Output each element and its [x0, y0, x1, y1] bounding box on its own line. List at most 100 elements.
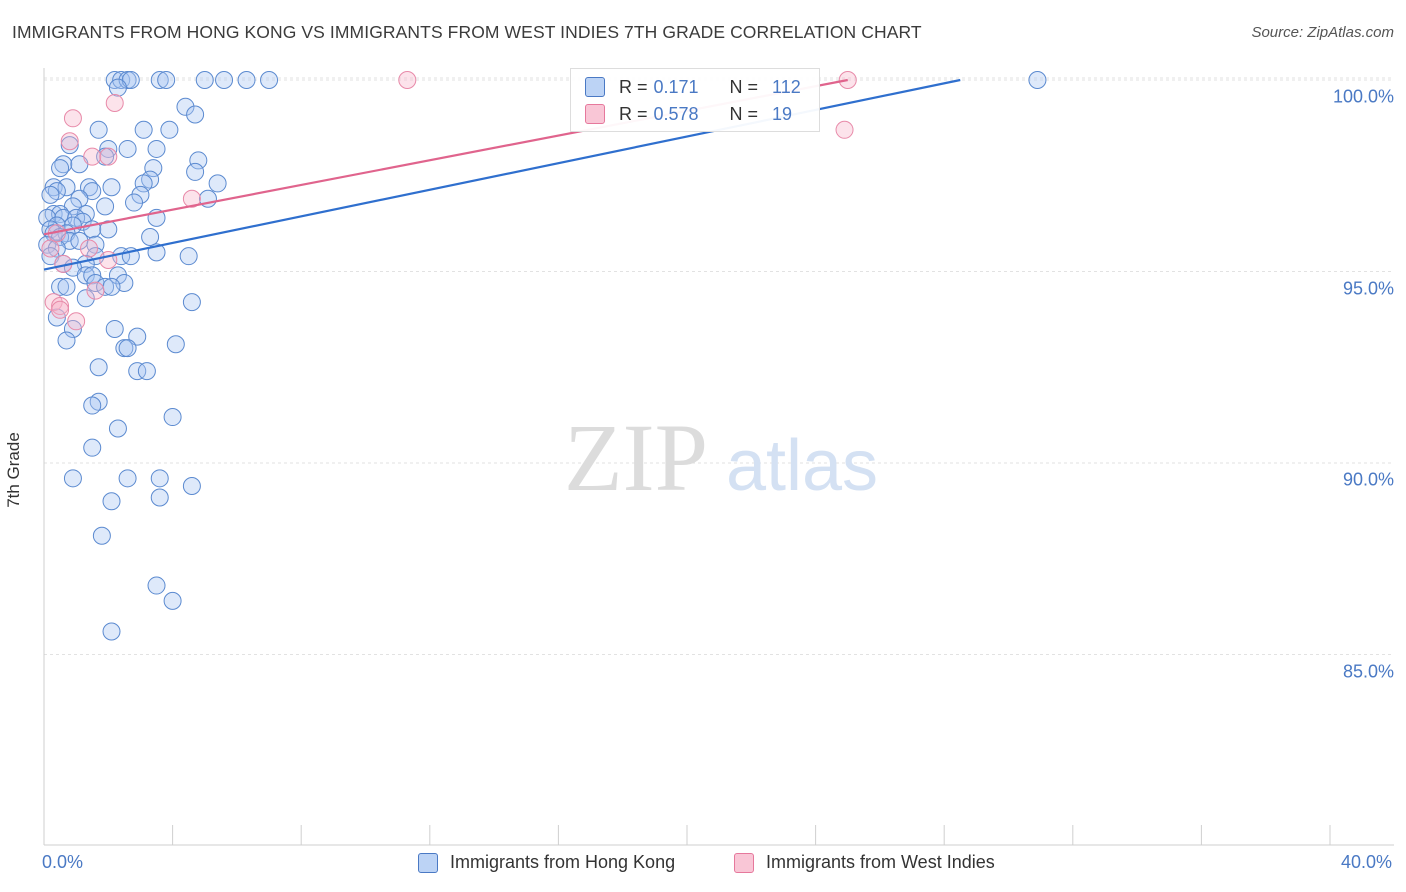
axes — [43, 68, 1394, 846]
r-label: R = — [619, 76, 648, 97]
source-label: Source: ZipAtlas.com — [1251, 24, 1394, 41]
data-point-hong-kong — [144, 159, 163, 178]
data-point-hong-kong — [186, 162, 205, 181]
data-point-west-indies — [398, 71, 417, 89]
data-point-hong-kong — [179, 247, 198, 266]
data-point-hong-kong — [160, 120, 179, 139]
data-point-hong-kong — [96, 277, 115, 296]
data-point-hong-kong — [38, 208, 57, 227]
data-point-hong-kong — [57, 331, 76, 350]
y-tick-label: 100.0% — [1332, 86, 1394, 107]
data-point-west-indies — [60, 132, 79, 151]
data-point-hong-kong — [147, 139, 166, 158]
chart-title: IMMIGRANTS FROM HONG KONG VS IMMIGRANTS … — [12, 22, 922, 42]
data-point-west-indies — [67, 312, 86, 331]
data-point-hong-kong — [70, 189, 89, 208]
legend-label-west-indies: Immigrants from West Indies — [766, 852, 995, 872]
series-hong-kong — [38, 71, 1047, 641]
data-point-hong-kong — [108, 78, 127, 97]
data-point-hong-kong — [131, 185, 150, 204]
legend-item-hong-kong: Immigrants from Hong Kong — [418, 852, 675, 873]
legend-label-hong-kong: Immigrants from Hong Kong — [450, 852, 676, 872]
data-point-hong-kong — [105, 319, 124, 338]
data-point-hong-kong — [83, 438, 102, 457]
legend-swatch-hong-kong — [418, 852, 438, 873]
swatch-west-indies — [585, 104, 605, 124]
data-point-hong-kong — [89, 358, 108, 377]
data-point-hong-kong — [89, 120, 108, 139]
data-point-hong-kong — [163, 591, 182, 610]
x-tick-label-min: 0.0% — [42, 852, 84, 872]
data-point-hong-kong — [141, 228, 160, 247]
data-point-west-indies — [63, 109, 82, 128]
data-point-hong-kong — [76, 266, 95, 285]
data-point-hong-kong — [102, 492, 121, 511]
data-point-hong-kong — [102, 622, 121, 641]
data-point-hong-kong — [215, 71, 234, 89]
data-point-west-indies — [105, 93, 124, 112]
y-tick-label: 85.0% — [1342, 661, 1394, 681]
x-tick-label-max: 40.0% — [1340, 852, 1392, 872]
data-point-hong-kong — [189, 151, 208, 170]
data-point-hong-kong — [57, 277, 76, 296]
data-point-hong-kong — [186, 105, 205, 124]
data-point-hong-kong — [157, 71, 176, 89]
legend-swatch-west-indies — [734, 852, 754, 873]
data-point-hong-kong — [208, 174, 227, 193]
data-point-hong-kong — [125, 193, 144, 212]
data-point-west-indies — [80, 239, 99, 258]
data-point-hong-kong — [51, 277, 70, 296]
data-point-hong-kong — [51, 159, 70, 178]
gridlines — [44, 77, 1394, 655]
data-point-hong-kong — [63, 469, 82, 488]
data-point-hong-kong — [128, 362, 147, 381]
data-point-hong-kong — [128, 327, 147, 346]
data-point-west-indies — [835, 120, 854, 139]
y-tick-label: 90.0% — [1342, 469, 1394, 490]
stats-row-west-indies: R = 0.578 N = 19 — [585, 101, 792, 127]
data-point-west-indies — [86, 281, 105, 300]
data-point-hong-kong — [92, 526, 111, 545]
data-point-hong-kong — [99, 220, 118, 239]
data-point-hong-kong — [176, 97, 195, 116]
watermark-atlas: atlas — [726, 426, 878, 506]
data-point-hong-kong — [166, 335, 185, 354]
watermark: ZIP atlas — [564, 404, 878, 511]
data-point-hong-kong — [108, 266, 127, 285]
data-point-hong-kong — [47, 239, 66, 258]
n-value-west-indies: 19 — [772, 103, 793, 124]
n-label: N = — [729, 103, 759, 124]
data-point-hong-kong — [108, 419, 127, 438]
swatch-hong-kong — [585, 77, 605, 97]
r-value-west-indies: 0.578 — [653, 103, 699, 124]
data-point-hong-kong — [41, 185, 60, 204]
data-point-hong-kong — [83, 396, 102, 415]
y-tick-label: 95.0% — [1342, 278, 1394, 298]
data-point-hong-kong — [102, 277, 121, 296]
data-point-hong-kong — [118, 339, 137, 358]
data-point-hong-kong — [237, 71, 256, 89]
n-label: N = — [729, 76, 759, 97]
data-point-hong-kong — [137, 362, 156, 381]
data-point-hong-kong — [163, 408, 182, 427]
data-point-hong-kong — [150, 488, 169, 507]
stats-row-hong-kong: R = 0.171 N = 112 — [585, 74, 801, 100]
data-point-west-indies — [51, 296, 70, 315]
n-value-hong-kong: 112 — [772, 76, 801, 97]
data-point-hong-kong — [76, 289, 95, 308]
data-point-hong-kong — [134, 120, 153, 139]
watermark-zip: ZIP — [564, 404, 708, 511]
r-label: R = — [619, 103, 648, 124]
data-point-hong-kong — [182, 476, 201, 495]
data-point-hong-kong — [54, 208, 73, 227]
legend-item-west-indies: Immigrants from West Indies — [734, 852, 995, 873]
data-point-hong-kong — [147, 576, 166, 595]
y-axis-label: 7th Grade — [4, 432, 23, 508]
data-point-hong-kong — [102, 178, 121, 197]
data-point-west-indies — [83, 147, 102, 166]
data-point-hong-kong — [150, 469, 169, 488]
data-point-west-indies — [99, 147, 118, 166]
data-point-hong-kong — [150, 71, 169, 89]
data-point-hong-kong — [195, 71, 214, 89]
